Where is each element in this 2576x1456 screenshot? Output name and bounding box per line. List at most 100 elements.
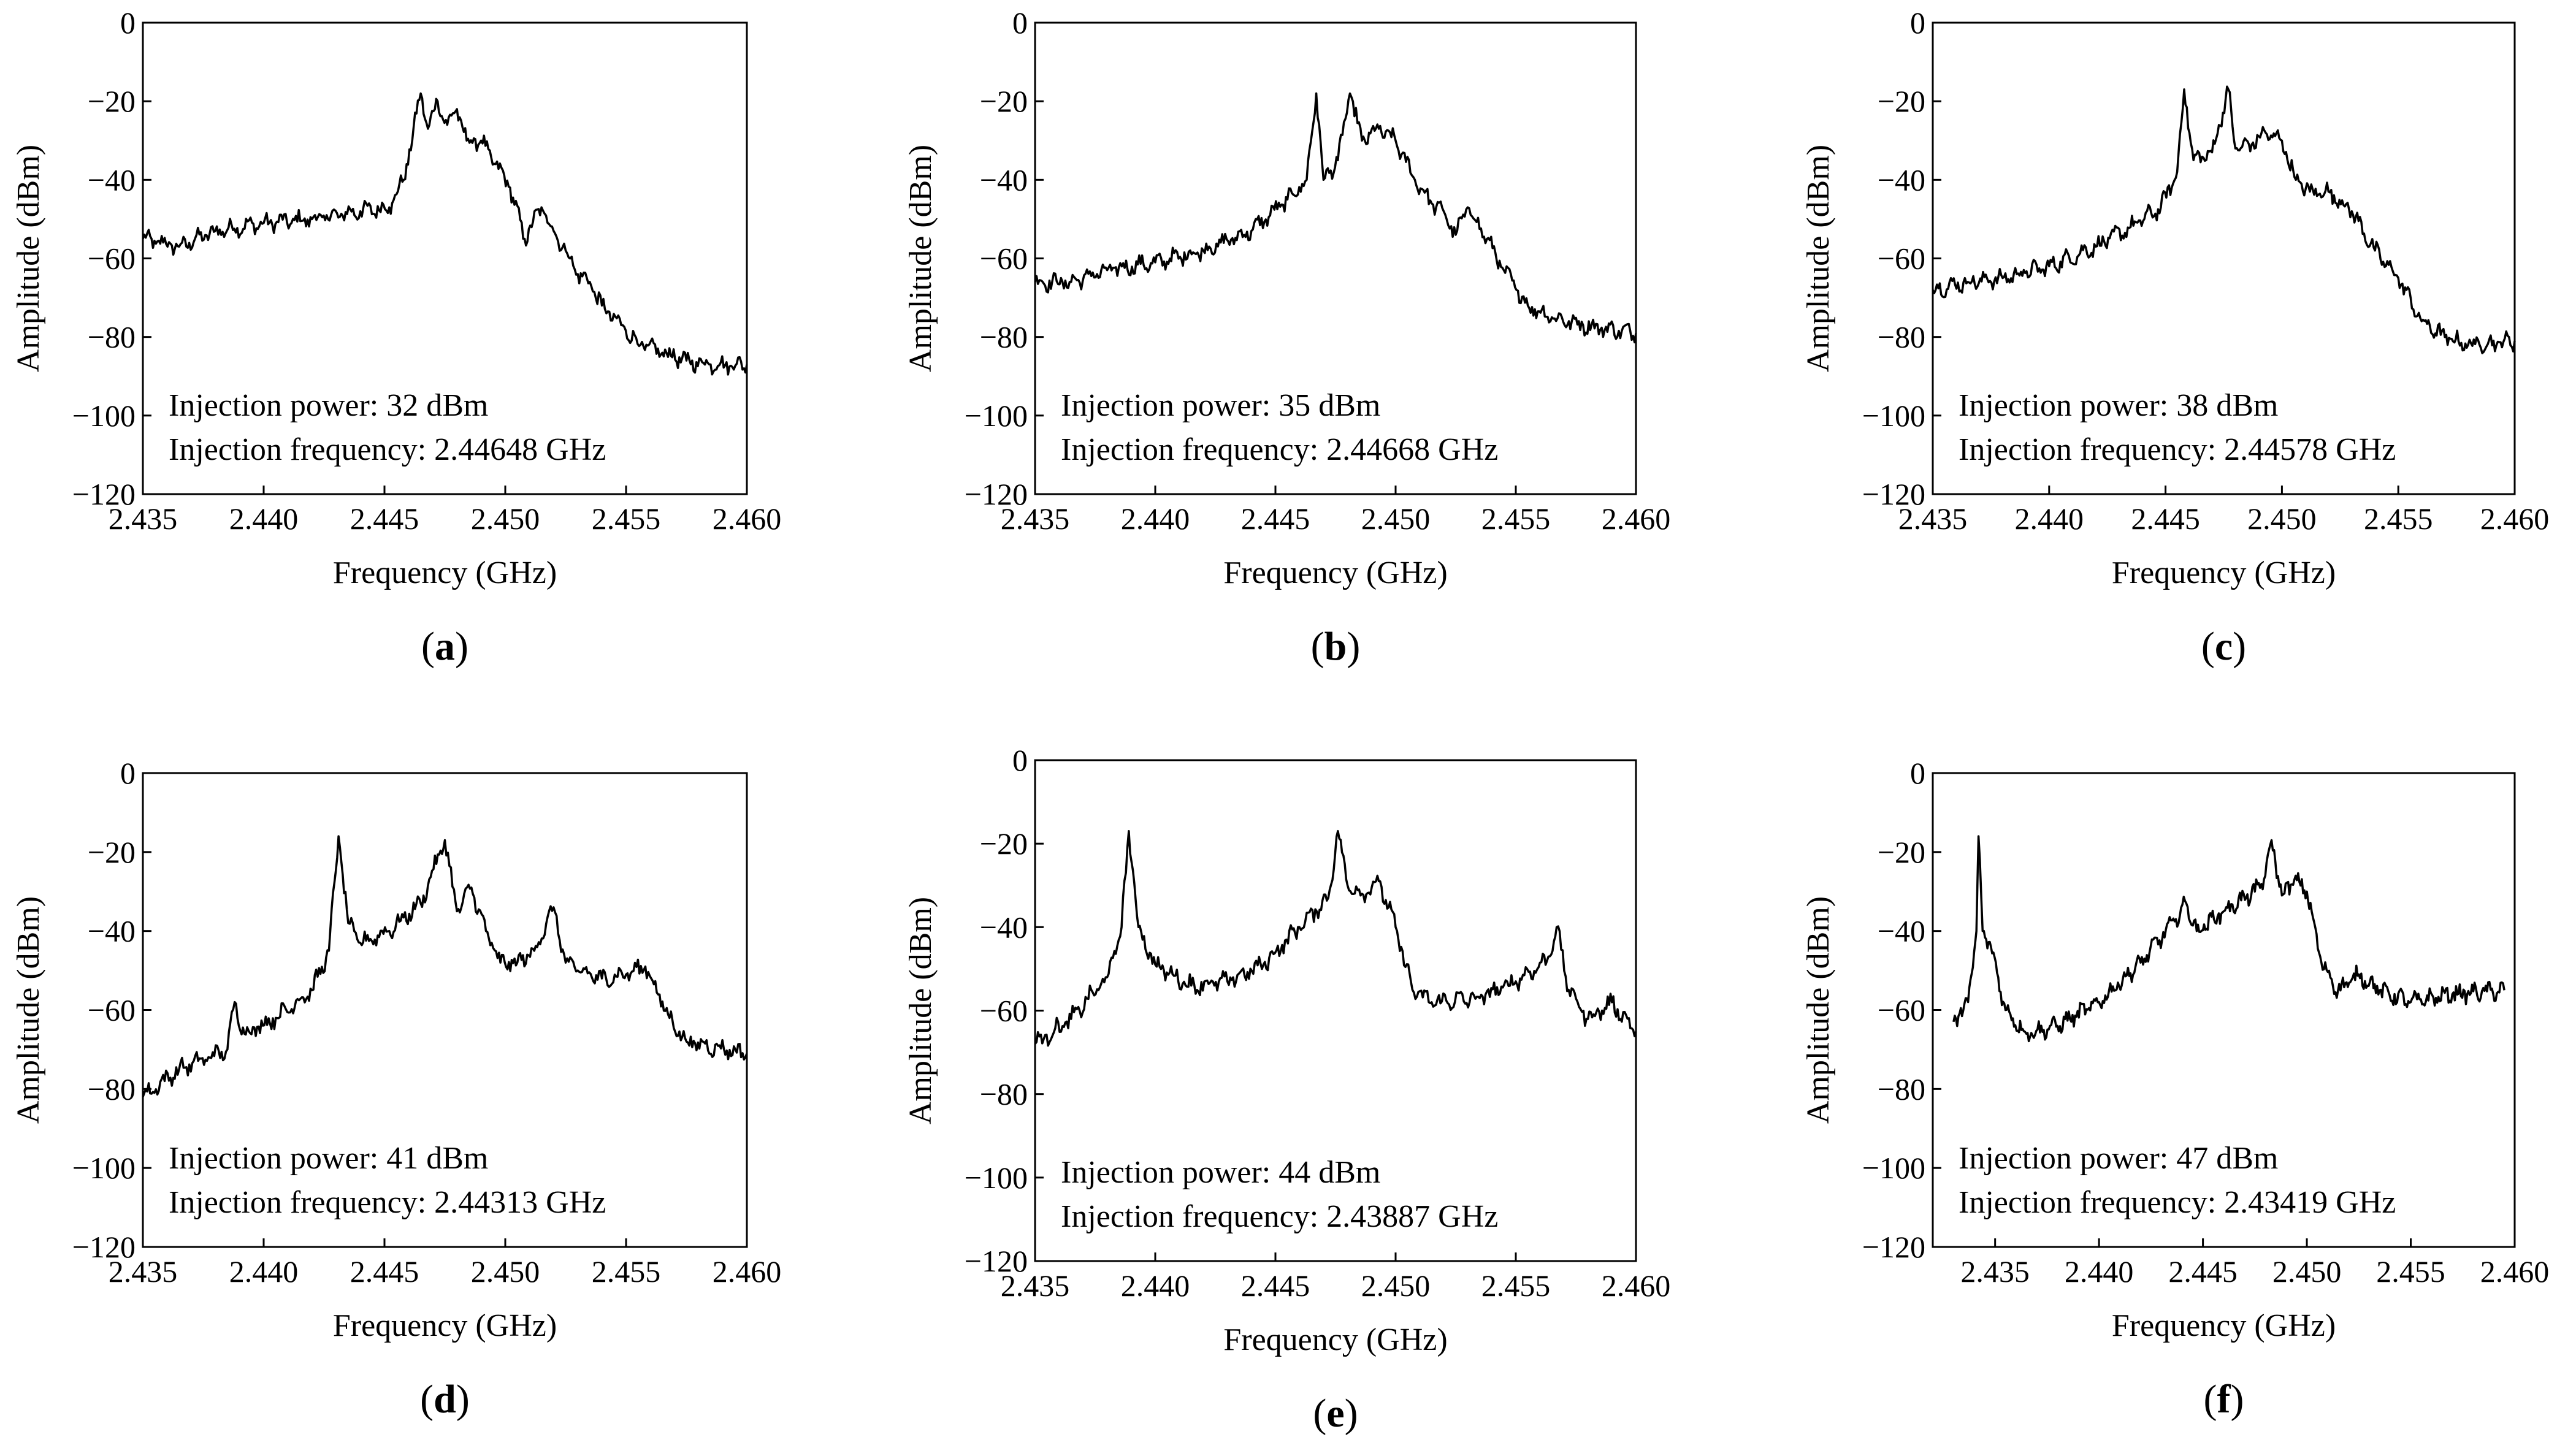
plot-frame xyxy=(1932,21,2516,495)
injection-power-label: Injection power: 32 dBm xyxy=(169,388,488,423)
y-tick-label: 0 xyxy=(120,6,136,40)
spectrum-line xyxy=(1932,85,2516,354)
y-tick-label: 0 xyxy=(1012,743,1028,777)
y-tick-label: −80 xyxy=(980,320,1028,354)
y-tick-label: −120 xyxy=(72,477,136,511)
x-tick-label: 2.445 xyxy=(1241,1268,1310,1303)
x-tick-label: 2.440 xyxy=(2065,1254,2134,1289)
injection-frequency-label: Injection frequency: 2.43887 GHz xyxy=(1061,1199,1498,1234)
y-tick-label: −20 xyxy=(88,835,136,869)
x-tick-label: 2.460 xyxy=(1602,501,1671,536)
x-tick-label: 2.455 xyxy=(2376,1254,2445,1289)
injection-frequency-label: Injection frequency: 2.44668 GHz xyxy=(1061,432,1498,467)
x-tick-label: 2.450 xyxy=(471,1254,540,1289)
y-tick-label: −40 xyxy=(980,162,1028,197)
panel-label: (f) xyxy=(2204,1377,2244,1422)
y-tick-label: −120 xyxy=(1862,477,1925,511)
y-tick-label: −60 xyxy=(980,994,1028,1028)
x-tick-label: 2.445 xyxy=(1241,501,1310,536)
y-tick-label: 0 xyxy=(120,756,136,790)
x-tick-label: 2.440 xyxy=(1121,501,1190,536)
y-tick-label: 0 xyxy=(1910,6,1925,40)
y-tick-label: −20 xyxy=(980,826,1028,861)
y-tick-label: −40 xyxy=(1878,914,1925,948)
y-tick-label: −80 xyxy=(88,1072,136,1106)
y-tick-label: −120 xyxy=(1862,1230,1925,1264)
y-tick-label: −120 xyxy=(965,477,1028,511)
x-axis-label: Frequency (GHz) xyxy=(333,1308,557,1343)
x-tick-label: 2.450 xyxy=(2247,501,2317,536)
x-tick-label: 2.445 xyxy=(350,1254,419,1289)
injection-frequency-label: Injection frequency: 2.44313 GHz xyxy=(169,1185,606,1220)
x-tick-label: 2.445 xyxy=(350,501,419,536)
y-tick-label: −40 xyxy=(88,914,136,948)
x-tick-label: 2.435 xyxy=(1001,1268,1070,1303)
spectrum-line xyxy=(142,92,748,376)
y-tick-label: −100 xyxy=(1862,1151,1925,1185)
x-tick-label: 2.460 xyxy=(713,1254,782,1289)
y-tick-label: −100 xyxy=(965,1161,1028,1195)
plot-frame xyxy=(1034,21,1637,495)
panel-label: (b) xyxy=(1311,624,1361,669)
y-axis-label: Amplitude (dBm) xyxy=(11,896,46,1124)
y-axis-label: Amplitude (dBm) xyxy=(903,145,938,372)
injection-power-label: Injection power: 38 dBm xyxy=(1959,388,2278,423)
y-tick-label: −80 xyxy=(980,1077,1028,1111)
chart-panel-f: 0 −20 −40 −60 −80 −100 −120 2.435 2.440 2.445 2.45… xyxy=(1801,756,2549,1422)
y-tick-label: −20 xyxy=(88,84,136,118)
plot-frame xyxy=(142,21,748,495)
y-tick-label: −60 xyxy=(1878,993,1925,1027)
y-tick-label: −40 xyxy=(1878,162,1925,197)
spectrum-line xyxy=(1034,829,1637,1047)
injection-power-label: Injection power: 47 dBm xyxy=(1959,1141,2278,1176)
x-tick-label: 2.460 xyxy=(713,501,782,536)
injection-power-label: Injection power: 44 dBm xyxy=(1061,1155,1380,1190)
spectrum-line xyxy=(142,835,748,1097)
x-tick-label: 2.460 xyxy=(2480,1254,2550,1289)
y-tick-label: 0 xyxy=(1012,6,1028,40)
x-tick-label: 2.455 xyxy=(592,501,661,536)
y-tick-label: −100 xyxy=(1862,398,1925,433)
x-tick-label: 2.460 xyxy=(1602,1268,1671,1303)
x-axis-label: Frequency (GHz) xyxy=(1223,1322,1447,1357)
y-tick-label: −20 xyxy=(1878,835,1925,869)
x-tick-label: 2.435 xyxy=(109,501,178,536)
y-tick-label: −40 xyxy=(980,910,1028,944)
injection-frequency-label: Injection frequency: 2.44578 GHz xyxy=(1959,432,2396,467)
x-tick-label: 2.440 xyxy=(1121,1268,1190,1303)
y-tick-label: −120 xyxy=(965,1244,1028,1278)
y-axis-label: Amplitude (dBm) xyxy=(1801,896,1836,1124)
y-axis-label: Amplitude (dBm) xyxy=(903,897,938,1124)
x-tick-label: 2.450 xyxy=(471,501,540,536)
x-axis-label: Frequency (GHz) xyxy=(2112,555,2336,590)
injection-power-label: Injection power: 41 dBm xyxy=(169,1141,488,1176)
panel-label: (a) xyxy=(421,624,468,669)
y-tick-label: −40 xyxy=(88,162,136,197)
panel-label: (e) xyxy=(1313,1391,1358,1436)
x-tick-label: 2.450 xyxy=(1361,1268,1431,1303)
x-tick-label: 2.435 xyxy=(1001,501,1070,536)
y-tick-label: −60 xyxy=(980,242,1028,276)
panel-label: (c) xyxy=(2201,624,2246,669)
y-tick-label: −80 xyxy=(1878,1072,1925,1106)
y-tick-label: −20 xyxy=(980,84,1028,118)
x-axis-label: Frequency (GHz) xyxy=(1223,555,1447,590)
y-tick-label: −60 xyxy=(1878,242,1925,276)
x-tick-label: 2.455 xyxy=(2364,501,2433,536)
x-tick-label: 2.450 xyxy=(1361,501,1431,536)
injection-frequency-label: Injection frequency: 2.43419 GHz xyxy=(1959,1185,2396,1220)
x-tick-label: 2.435 xyxy=(1898,501,1968,536)
y-tick-label: −80 xyxy=(88,320,136,354)
y-tick-label: −120 xyxy=(72,1230,136,1264)
x-tick-label: 2.440 xyxy=(229,1254,299,1289)
injection-frequency-label: Injection frequency: 2.44648 GHz xyxy=(169,432,606,467)
plot-frame xyxy=(1932,772,2516,1248)
y-tick-label: 0 xyxy=(1910,756,1925,790)
x-tick-label: 2.455 xyxy=(592,1254,661,1289)
spectrum-line xyxy=(1034,92,1637,344)
